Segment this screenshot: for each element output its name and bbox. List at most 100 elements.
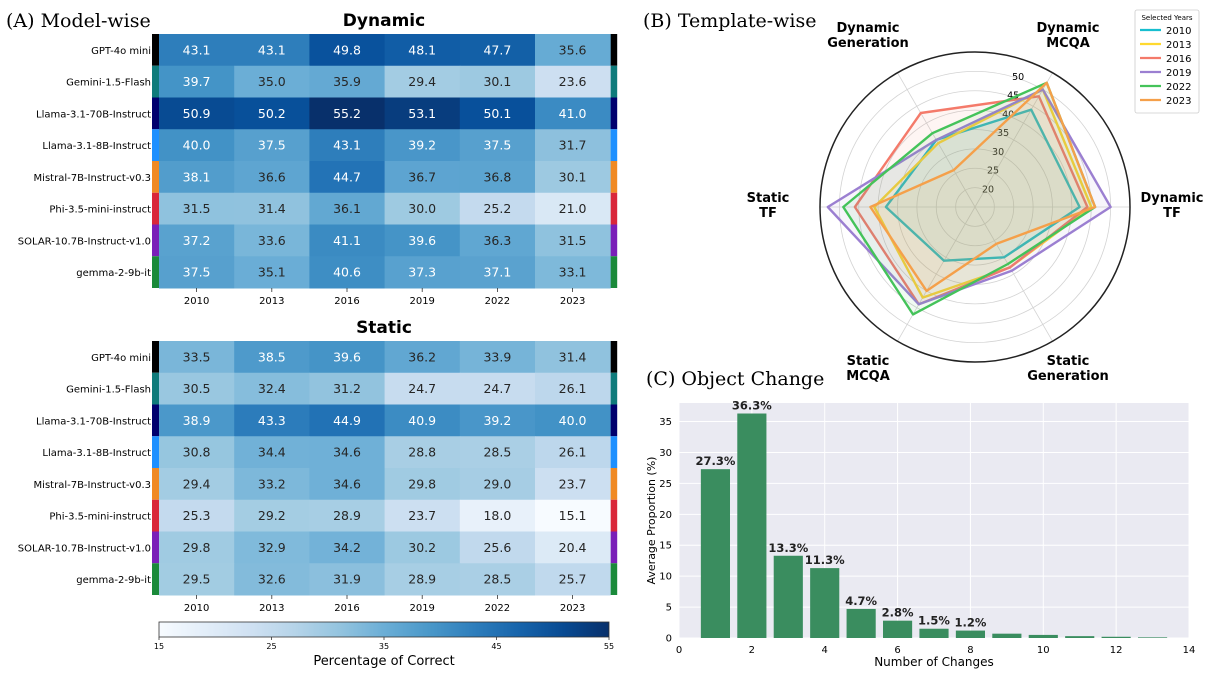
heatmap-value: 29.2 (258, 508, 286, 523)
radar-axis-label: Dynamic (836, 21, 899, 36)
heatmap-value: 30.1 (483, 74, 511, 89)
heatmap-value: 49.8 (333, 42, 361, 57)
heatmap-cell (234, 224, 310, 257)
model-color-strip (610, 129, 618, 161)
heatmap-cell (309, 224, 386, 257)
heatmap-cell (384, 34, 461, 67)
heatmap-value: 25.2 (483, 201, 511, 216)
column-label: 2022 (485, 603, 510, 614)
heatmap-cell (535, 499, 611, 532)
heatmap-cell (535, 97, 611, 130)
heatmap-cell (309, 97, 386, 130)
heatmap-value: 25.6 (483, 540, 511, 555)
row-label: GPT-4o mini (91, 353, 151, 364)
heatmap-value: 36.3 (483, 233, 511, 248)
bar (919, 628, 949, 638)
column-label: 2016 (334, 296, 359, 307)
bar-ytick-label: 20 (659, 510, 672, 521)
bar (955, 630, 985, 638)
heatmap-value: 34.2 (333, 540, 361, 555)
column-label: 2022 (485, 296, 510, 307)
heatmap-cell (309, 65, 386, 98)
heatmap-value: 36.1 (333, 201, 361, 216)
heatmap-cell (459, 97, 536, 130)
heatmap-value: 35.0 (258, 74, 286, 89)
heatmap-cell (459, 468, 536, 501)
model-color-strip (610, 341, 618, 373)
heatmap-value: 48.1 (408, 42, 436, 57)
bar (883, 620, 913, 638)
heatmap-value: 25.7 (559, 572, 587, 587)
radar-axis-label: Dynamic (1036, 21, 1099, 36)
heatmap-cell (159, 256, 235, 289)
row-label: Gemini-1.5-Flash (66, 78, 151, 89)
radar-axis-label: TF (759, 206, 777, 221)
heatmap-value: 37.5 (483, 138, 511, 153)
heatmap-value: 32.6 (258, 572, 286, 587)
heatmap-cell (159, 65, 235, 98)
model-color-strip (610, 256, 618, 288)
heatmap-cell (234, 563, 310, 596)
heatmap-cell (384, 499, 461, 532)
heatmap-value: 31.4 (559, 349, 587, 364)
panel-c-title: (C) Object Change (646, 368, 824, 390)
radar-legend-label: 2019 (1166, 68, 1191, 79)
column-label: 2013 (259, 603, 284, 614)
row-label: Llama-3.1-70B-Instruct (36, 109, 151, 120)
heatmap-value: 26.1 (559, 445, 587, 460)
bar-ytick-label: 10 (659, 572, 672, 583)
heatmap-cell (384, 531, 461, 564)
heatmap-cell (309, 468, 386, 501)
model-color-strip (610, 372, 618, 405)
heatmap-value: 30.0 (408, 201, 436, 216)
heatmap-value: 29.4 (408, 74, 436, 89)
heatmap-value: 39.6 (408, 233, 436, 248)
radar-axis-label: Static (747, 191, 790, 206)
model-color-strip (152, 192, 159, 225)
bar-value-label: 27.3% (695, 454, 735, 468)
radar-axis-label: Static (847, 354, 890, 369)
heatmap-value: 43.1 (333, 138, 361, 153)
heatmap-cell (234, 129, 310, 162)
heatmap-cell (535, 341, 611, 374)
model-color-strip (152, 404, 159, 437)
model-color-strip (152, 468, 159, 500)
heatmap-value: 34.6 (333, 476, 361, 491)
column-label: 2016 (334, 603, 359, 614)
model-color-strip (152, 65, 159, 98)
row-label: Mistral-7B-Instruct-v0.3 (34, 173, 151, 184)
heatmap-value: 32.4 (258, 381, 286, 396)
heatmap-cell (459, 34, 536, 67)
heatmap-value: 40.0 (559, 413, 587, 428)
dynamic-heatmap-title: Dynamic (343, 11, 425, 31)
row-label: gemma-2-9b-it (76, 268, 151, 279)
model-color-strip (610, 97, 618, 130)
radar-spoke (974, 206, 1053, 342)
heatmap-value: 21.0 (559, 201, 587, 216)
heatmap-cell (159, 436, 235, 469)
heatmap-cell (309, 192, 386, 225)
heatmap-value: 30.8 (183, 445, 211, 460)
heatmap-value: 40.9 (408, 413, 436, 428)
heatmap-value: 25.3 (183, 508, 211, 523)
radar-tick-label: 25 (987, 166, 999, 177)
radar-axis-label: Generation (827, 36, 909, 51)
heatmap-value: 38.1 (183, 169, 211, 184)
heatmap-value: 50.9 (183, 106, 211, 121)
heatmap-cell (159, 34, 235, 67)
heatmap-value: 47.7 (483, 42, 511, 57)
radar-tick-label: 50 (1012, 72, 1024, 83)
colorbar-label: Percentage of Correct (313, 654, 454, 669)
heatmap-cell (384, 224, 461, 257)
heatmap-cell (459, 372, 536, 405)
row-label: Phi-3.5-mini-instruct (49, 512, 151, 523)
heatmap-cell (459, 129, 536, 162)
heatmap-value: 38.9 (183, 413, 211, 428)
heatmap-value: 33.5 (183, 349, 211, 364)
bar (773, 555, 803, 638)
colorbar-tick-label: 45 (491, 642, 501, 651)
bar-xtick-label: 6 (894, 645, 900, 656)
colorbar-tick-label: 55 (604, 642, 614, 651)
heatmap-value: 37.5 (183, 265, 211, 280)
heatmap-cell (309, 34, 386, 67)
